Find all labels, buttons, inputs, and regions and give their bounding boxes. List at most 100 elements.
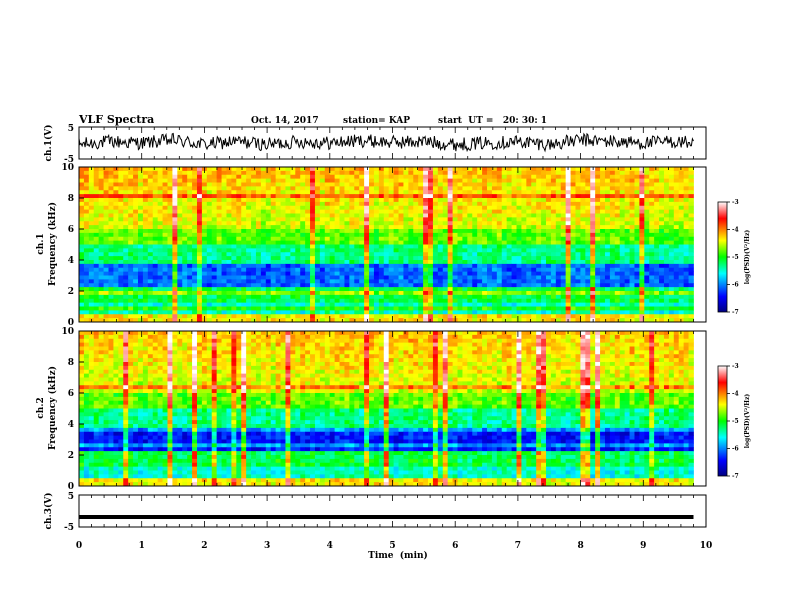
spectrogram-cell <box>201 217 208 222</box>
spectrogram-cell <box>339 186 345 191</box>
spectrogram-cell <box>103 209 109 214</box>
spectrogram-cell <box>575 217 581 222</box>
spectrogram-cell <box>246 236 252 242</box>
spectrogram-cell <box>373 232 380 238</box>
spectrogram-cell <box>467 267 473 273</box>
spectrogram-cell <box>487 248 493 253</box>
spectrogram-cell <box>423 229 429 234</box>
spectrogram-cell <box>418 252 424 257</box>
spectrogram-cell <box>423 314 429 319</box>
spectrogram-cell <box>369 205 375 211</box>
spectrogram-cell <box>472 252 478 257</box>
spectrogram-cell <box>123 174 129 180</box>
spectrogram-cell <box>624 170 630 176</box>
spectrogram-cell <box>300 256 306 261</box>
spectrogram-cell <box>447 236 453 242</box>
spectrogram-cell <box>152 294 159 300</box>
spectrogram-cell <box>560 174 567 180</box>
spectrogram-cell <box>285 221 291 226</box>
spectrogram-cell <box>314 201 321 207</box>
spectrogram-cell <box>98 186 104 191</box>
spectrogram-cell <box>688 236 694 242</box>
spectrogram-cell <box>511 287 517 292</box>
spectrogram-cell <box>678 306 685 311</box>
spectrogram-cell <box>280 205 286 211</box>
spectrogram-cell <box>83 167 90 172</box>
spectrogram-cell <box>103 318 109 323</box>
spectrogram-cell <box>329 229 336 234</box>
spectrogram-cell <box>246 294 252 300</box>
spectrogram-cell <box>541 287 547 292</box>
spectrogram-cell <box>418 287 424 292</box>
spectrogram-cell <box>285 167 291 172</box>
spectrogram-cell <box>113 256 119 261</box>
spectrogram-cell <box>413 302 419 307</box>
spectrogram-cell <box>314 279 321 284</box>
spectrogram-cell <box>290 205 296 211</box>
spectrogram-cell <box>472 186 478 191</box>
spectrogram-cell <box>108 170 114 176</box>
spectrogram-cell <box>123 263 129 269</box>
spectrogram-cell <box>314 186 321 191</box>
spectrogram-cell <box>595 221 601 226</box>
spectrogram-cell <box>526 271 532 276</box>
spectrogram-cell <box>314 260 321 265</box>
spectrogram-cell <box>565 298 571 304</box>
spectrogram-cell <box>477 221 483 226</box>
spectrogram-cell <box>216 298 222 304</box>
spectrogram-cell <box>673 178 680 183</box>
spectrogram-cell <box>290 275 296 280</box>
spectrogram-cell <box>560 213 567 218</box>
spectrogram-cell <box>545 287 552 292</box>
spectrogram-cell <box>275 298 281 304</box>
spectrogram-cell <box>570 221 576 226</box>
spectrogram-cell <box>314 287 321 292</box>
spectrogram-cell <box>673 240 680 245</box>
spectrogram-cell <box>290 267 296 273</box>
spectrogram-cell <box>290 236 296 242</box>
spectrogram-cell <box>654 248 660 253</box>
spectrogram-cell <box>649 167 655 172</box>
spectrogram-cell <box>413 167 419 172</box>
spectrogram-cell <box>688 167 694 172</box>
spectrogram-cell <box>614 240 621 245</box>
spectrogram-cell <box>541 217 547 222</box>
spectrogram-cell <box>673 294 680 300</box>
spectrogram-cell <box>590 310 596 315</box>
spectrogram-cell <box>659 310 665 315</box>
spectrogram-cell <box>550 291 557 296</box>
spectrogram-cell <box>196 310 203 315</box>
spectrogram-cell <box>609 294 616 300</box>
spectrogram-cell <box>457 298 463 304</box>
spectrogram-cell <box>118 291 124 296</box>
spectrogram-cell <box>290 174 296 180</box>
spectrogram-cell <box>83 190 90 195</box>
spectrogram-cell <box>673 201 680 207</box>
spectrogram-cell <box>619 217 626 222</box>
spectrogram-cell <box>575 182 581 187</box>
spectrogram-cell <box>177 318 183 323</box>
spectrogram-cell <box>319 213 326 218</box>
spectrogram-cell <box>447 170 453 176</box>
spectrogram-cell <box>182 182 188 187</box>
spectrogram-cell <box>260 182 267 187</box>
spectrogram-cell <box>295 174 301 180</box>
spectrogram-cell <box>354 170 360 176</box>
spectrogram-cell <box>206 263 213 269</box>
spectrogram-cell <box>663 225 670 230</box>
spectrogram-cell <box>634 221 640 226</box>
spectrogram-cell <box>644 306 650 311</box>
spectrogram-cell <box>398 291 404 296</box>
spectrogram-cell <box>423 236 429 242</box>
spectrogram-cell <box>241 314 247 319</box>
spectrogram-cell <box>428 256 434 261</box>
spectrogram-cell <box>516 198 522 203</box>
spectrogram-cell <box>246 229 252 234</box>
spectrogram-cell <box>516 229 522 234</box>
spectrogram-cell <box>413 174 419 180</box>
spectrogram-cell <box>477 267 483 273</box>
spectrogram-cell <box>285 194 291 199</box>
spectrogram-cell <box>206 198 213 203</box>
spectrogram-cell <box>344 170 350 176</box>
spectrogram-cell <box>344 287 350 292</box>
